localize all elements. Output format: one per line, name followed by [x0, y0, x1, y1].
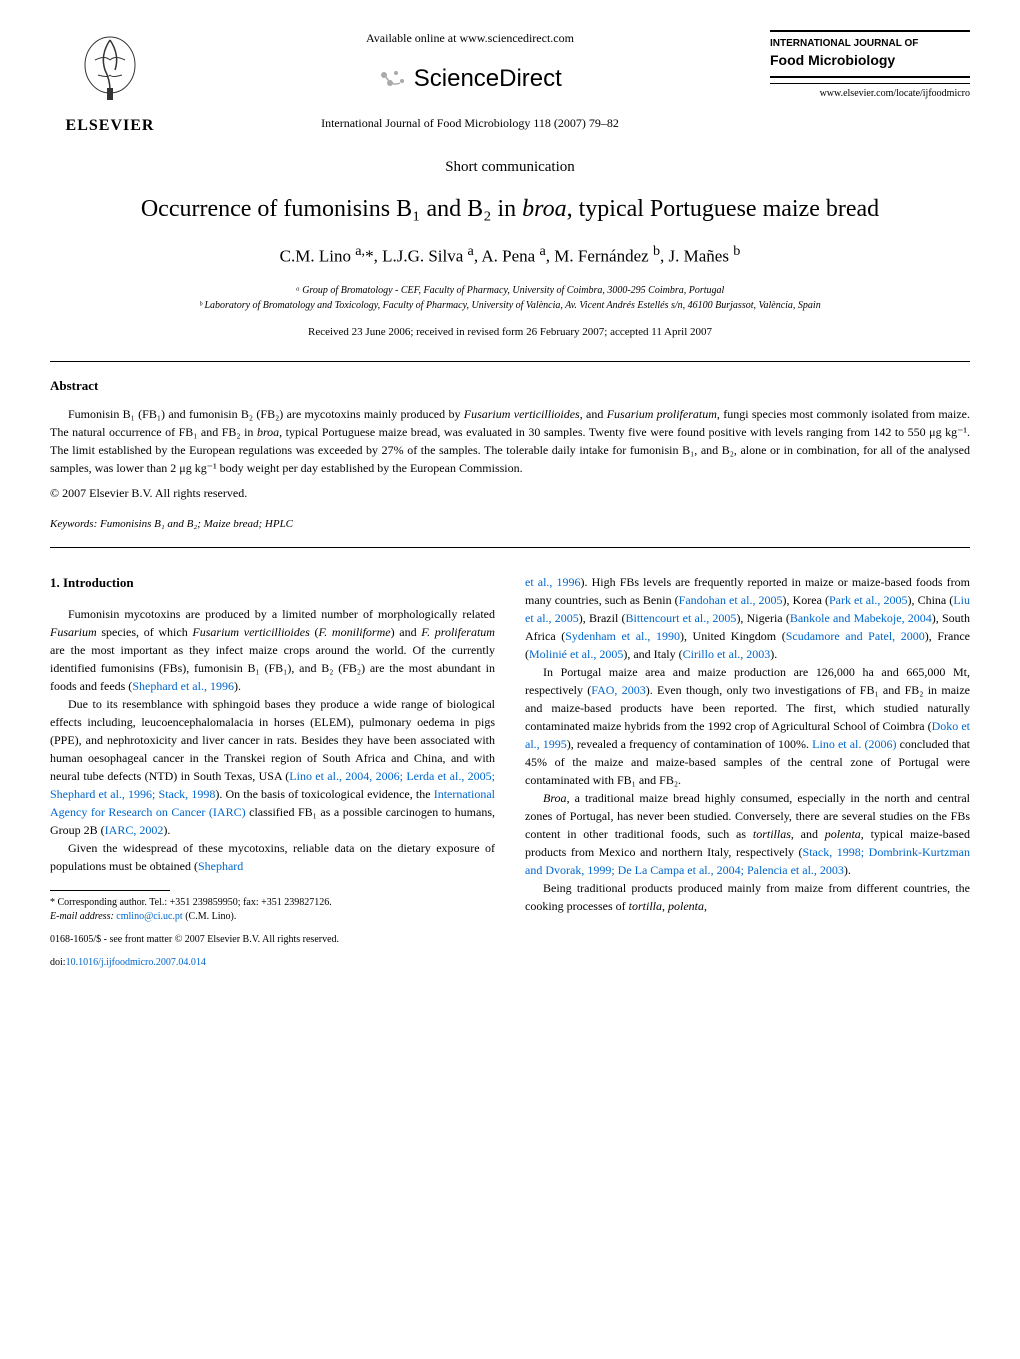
- journal-title-line1: INTERNATIONAL JOURNAL OF: [770, 37, 970, 51]
- center-header: Available online at www.sciencedirect.co…: [170, 30, 770, 132]
- email-author: (C.M. Lino).: [185, 911, 236, 922]
- left-paragraphs: Fumonisin mycotoxins are produced by a l…: [50, 605, 495, 875]
- journal-reference: International Journal of Food Microbiolo…: [190, 115, 750, 132]
- abstract-heading: Abstract: [50, 377, 970, 395]
- platform-logo: ScienceDirect: [190, 62, 750, 96]
- email-line: E-mail address: cmlino@ci.uc.pt (C.M. Li…: [50, 910, 495, 924]
- available-online-text: Available online at www.sciencedirect.co…: [190, 30, 750, 47]
- doi-line: doi:10.1016/j.ijfoodmicro.2007.04.014: [50, 955, 495, 970]
- left-column: 1. Introduction Fumonisin mycotoxins are…: [50, 573, 495, 970]
- elsevier-tree-icon: [50, 30, 170, 120]
- right-paragraphs: et al., 1996). High FBs levels are frequ…: [525, 573, 970, 915]
- corresponding-author: * Corresponding author. Tel.: +351 23985…: [50, 896, 495, 910]
- keywords: Keywords: Fumonisins B₁ and B₂; Maize br…: [50, 517, 970, 532]
- abstract-copyright: © 2007 Elsevier B.V. All rights reserved…: [50, 485, 970, 502]
- abstract-text: Fumonisin B₁ (FB₁) and fumonisin B₂ (FB₂…: [50, 405, 970, 477]
- journal-title-box: INTERNATIONAL JOURNAL OF Food Microbiolo…: [770, 30, 970, 78]
- journal-url: www.elsevier.com/locate/ijfoodmicro: [770, 83, 970, 101]
- divider: [50, 361, 970, 362]
- right-header: INTERNATIONAL JOURNAL OF Food Microbiolo…: [770, 30, 970, 101]
- authors-list: C.M. Lino a,*, L.J.G. Silva a, A. Pena a…: [50, 242, 970, 268]
- platform-name: ScienceDirect: [414, 65, 562, 92]
- body-paragraph: In Portugal maize area and maize product…: [525, 663, 970, 789]
- doi-label: doi:: [50, 957, 66, 968]
- section-heading: 1. Introduction: [50, 573, 495, 593]
- body-paragraph: Being traditional products produced main…: [525, 879, 970, 915]
- journal-title-line2: Food Microbiology: [770, 51, 970, 71]
- footnote-divider: [50, 890, 170, 891]
- body-paragraph: Broa, a traditional maize bread highly c…: [525, 789, 970, 879]
- divider: [50, 547, 970, 548]
- article-title: Occurrence of fumonisins B₁ and B₂ in br…: [50, 193, 970, 227]
- body-paragraph: Due to its resemblance with sphingoid ba…: [50, 695, 495, 839]
- header-row: ELSEVIER Available online at www.science…: [50, 30, 970, 137]
- email-address[interactable]: cmlino@ci.uc.pt: [116, 911, 182, 922]
- publisher-logo: ELSEVIER: [50, 30, 170, 137]
- body-paragraph: et al., 1996). High FBs levels are frequ…: [525, 573, 970, 663]
- affiliations: ᵃ Group of Bromatology - CEF, Faculty of…: [50, 283, 970, 313]
- right-column: et al., 1996). High FBs levels are frequ…: [525, 573, 970, 970]
- corresponding-footnote: * Corresponding author. Tel.: +351 23985…: [50, 896, 495, 924]
- email-label: E-mail address:: [50, 911, 114, 922]
- body-paragraph: Given the widespread of these mycotoxins…: [50, 839, 495, 875]
- publisher-name: ELSEVIER: [50, 115, 170, 137]
- keywords-text: Fumonisins B₁ and B₂; Maize bread; HPLC: [100, 518, 293, 530]
- keywords-label: Keywords:: [50, 518, 97, 530]
- body-paragraph: Fumonisin mycotoxins are produced by a l…: [50, 605, 495, 695]
- sciencedirect-icon: [378, 69, 414, 91]
- affiliation-a: ᵃ Group of Bromatology - CEF, Faculty of…: [50, 283, 970, 298]
- affiliation-b: ᵇ Laboratory of Bromatology and Toxicolo…: [50, 298, 970, 313]
- article-type: Short communication: [50, 157, 970, 178]
- copyright-footer: 0168-1605/$ - see front matter © 2007 El…: [50, 932, 495, 947]
- doi-value[interactable]: 10.1016/j.ijfoodmicro.2007.04.014: [66, 957, 206, 968]
- two-column-body: 1. Introduction Fumonisin mycotoxins are…: [50, 573, 970, 970]
- article-dates: Received 23 June 2006; received in revis…: [50, 325, 970, 340]
